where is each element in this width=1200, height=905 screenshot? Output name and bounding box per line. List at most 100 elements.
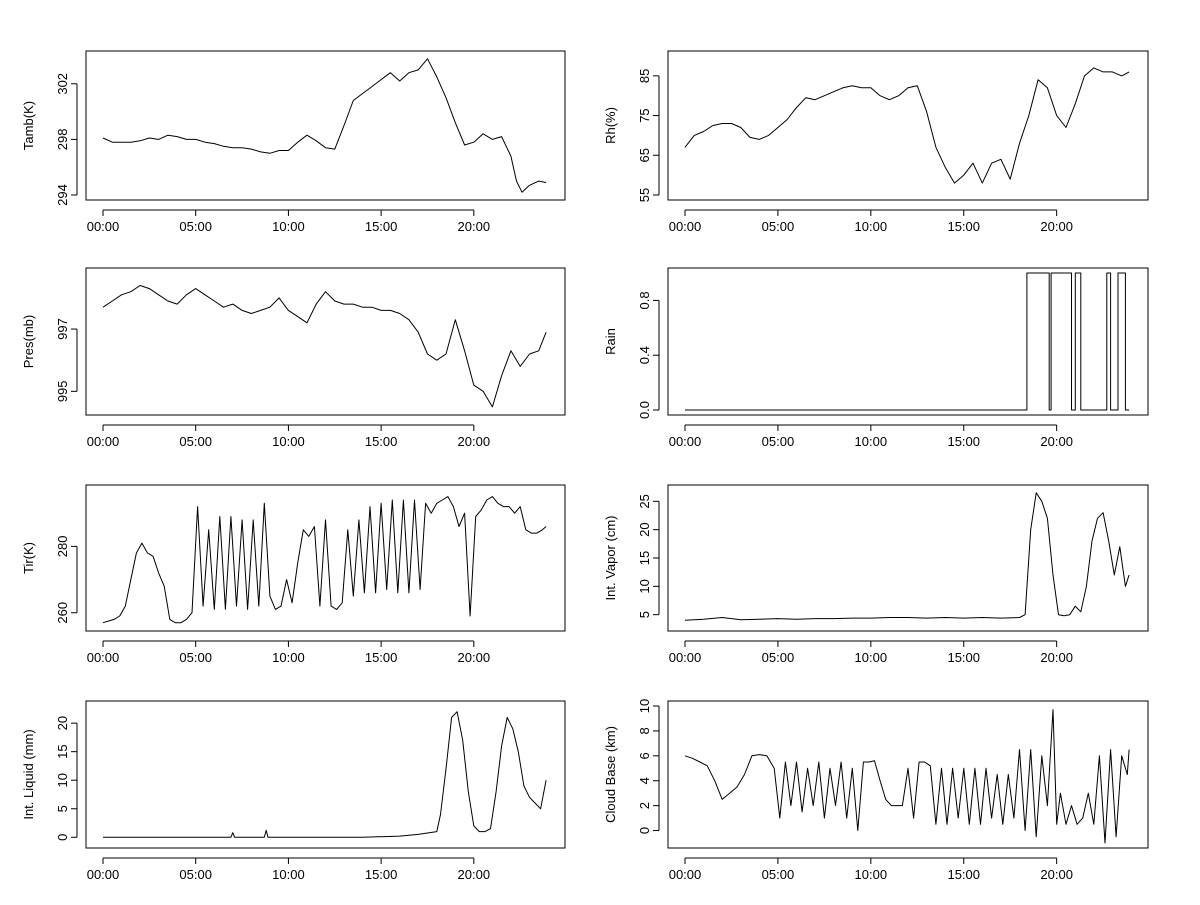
rh-x-tick-label: 10:00 [855,219,888,234]
int-liquid-mm-y-tick-label: 10 [55,773,70,787]
int-liquid-mm-y-tick-label: 5 [55,805,70,812]
pres-mb-frame [85,267,566,416]
cloud-base-km-y-label: Cloud Base (km) [603,726,618,823]
rh-series-line [684,67,1130,184]
int-vapor-cm-y-tick-label: 5 [637,611,652,618]
cloud-base-km-y-tick-label: 4 [637,777,652,784]
int-vapor-cm-series-line [684,492,1130,621]
rain-y-label: Rain [603,328,618,355]
cloud-base-km-series-line [684,709,1130,844]
rain-panel: 00:00 05:00 10:00 15:00 20:00 0.0 0.4 0.8 Rain [603,267,1149,449]
int-liquid-mm-y-label: Int. Liquid (mm) [21,729,36,819]
tamb-k-y-tick-label: 298 [55,129,70,151]
tamb-k-y-tick-label: 294 [55,184,70,206]
int-liquid-mm-x-tick-label: 00:00 [87,867,120,882]
tamb-k-panel: 00:00 05:00 10:00 15:00 20:00 294 298 302 Tamb(K… [21,50,566,234]
int-vapor-cm-y-tick-label: 10 [637,579,652,593]
rain-x-tick-label: 05:00 [762,434,795,449]
rain-x-tick-label: 20:00 [1040,434,1073,449]
cloud-base-km-y-tick-label: 0 [637,827,652,834]
int-liquid-mm-series-line [103,711,547,838]
rh-x-tick-label: 00:00 [669,219,702,234]
pres-mb-series-line [102,285,547,408]
pres-mb-x-tick-label: 15:00 [365,434,398,449]
int-vapor-cm-x-tick-label: 15:00 [947,650,980,665]
cloud-base-km-frame [667,700,1149,849]
pres-mb-y-tick-label: 997 [55,318,70,340]
rh-x-tick-label: 15:00 [947,219,980,234]
pres-mb-x-tick-label: 20:00 [458,434,491,449]
int-vapor-cm-y-tick-label: 15 [637,551,652,565]
cloud-base-km-y-tick-label: 6 [637,752,652,759]
rain-x-tick-label: 15:00 [947,434,980,449]
int-vapor-cm-y-tick-label: 25 [637,494,652,508]
tamb-k-y-label: Tamb(K) [21,101,36,150]
int-liquid-mm-x-tick-label: 05:00 [179,867,212,882]
tir-k-x-tick-label: 15:00 [365,650,398,665]
rh-x-tick-label: 20:00 [1040,219,1073,234]
rain-y-tick-label: 0.8 [637,291,652,309]
rain-x-tick-label: 10:00 [855,434,888,449]
tir-k-x-tick-label: 00:00 [87,650,120,665]
pres-mb-x-tick-label: 00:00 [87,434,120,449]
rh-y-tick-label: 55 [637,188,652,202]
int-vapor-cm-x-tick-label: 20:00 [1040,650,1073,665]
cloud-base-km-x-tick-label: 10:00 [855,867,888,882]
int-vapor-cm-y-label: Int. Vapor (cm) [603,515,618,600]
pres-mb-panel: 00:00 05:00 10:00 15:00 20:00 995 997 Pres(mb) [21,267,566,449]
rh-y-tick-label: 85 [637,69,652,83]
tir-k-y-tick-label: 280 [55,536,70,558]
rain-y-tick-label: 0.4 [637,346,652,364]
cloud-base-km-x-tick-label: 15:00 [947,867,980,882]
int-liquid-mm-panel: 00:00 05:00 10:00 15:00 20:00 0 5 10 15 20 Int. Li… [21,700,566,882]
int-liquid-mm-x-tick-label: 10:00 [272,867,305,882]
int-liquid-mm-y-tick-label: 0 [55,834,70,841]
rain-y-tick-label: 0.0 [637,401,652,419]
int-vapor-cm-x-tick-label: 00:00 [669,650,702,665]
tamb-k-frame [85,50,566,201]
cloud-base-km-y-tick-label: 8 [637,727,652,734]
tamb-k-x-tick-label: 15:00 [365,219,398,234]
int-vapor-cm-frame [667,484,1149,632]
tir-k-x-tick-label: 20:00 [458,650,491,665]
int-vapor-cm-y-tick-label: 20 [637,522,652,536]
rh-x-tick-label: 05:00 [762,219,795,234]
cloud-base-km-x-tick-label: 05:00 [762,867,795,882]
pres-mb-x-tick-label: 10:00 [272,434,305,449]
tamb-k-x-tick-label: 20:00 [458,219,491,234]
int-liquid-mm-x-tick-label: 15:00 [365,867,398,882]
pres-mb-y-tick-label: 995 [55,380,70,402]
rh-panel: 00:00 05:00 10:00 15:00 20:00 55 65 75 85 Rh(%) [603,50,1149,234]
tamb-k-x-tick-label: 10:00 [272,219,305,234]
int-liquid-mm-y-tick-label: 15 [55,744,70,758]
cloud-base-km-panel: 00:00 05:00 10:00 15:00 20:00 0 2 4 6 8 10 Cloud Ba… [603,699,1149,882]
pres-mb-y-label: Pres(mb) [21,315,36,368]
tir-k-frame [85,484,566,632]
tamb-k-x-tick-label: 05:00 [179,219,212,234]
int-liquid-mm-y-tick-label: 20 [55,716,70,730]
cloud-base-km-y-tick-label: 10 [637,699,652,713]
rh-frame [667,50,1149,201]
rain-x-tick-label: 00:00 [669,434,702,449]
tir-k-x-tick-label: 10:00 [272,650,305,665]
int-vapor-cm-x-tick-label: 10:00 [855,650,888,665]
rh-y-label: Rh(%) [603,107,618,144]
tir-k-y-tick-label: 260 [55,602,70,624]
pres-mb-x-tick-label: 05:00 [179,434,212,449]
cloud-base-km-y-tick-label: 2 [637,802,652,809]
tamb-k-y-tick-label: 302 [55,73,70,95]
tamb-k-x-tick-label: 00:00 [87,219,120,234]
rain-series-line [685,272,1130,411]
rh-y-tick-label: 65 [637,148,652,162]
int-liquid-mm-x-tick-label: 20:00 [458,867,491,882]
cloud-base-km-x-tick-label: 20:00 [1040,867,1073,882]
tir-k-x-tick-label: 05:00 [179,650,212,665]
int-vapor-cm-panel: 00:00 05:00 10:00 15:00 20:00 5 10 15 20 25 Int. V… [603,484,1149,665]
tir-k-y-label: Tir(K) [21,542,36,574]
tir-k-series-line [102,496,547,624]
rh-y-tick-label: 75 [637,108,652,122]
rain-frame [667,267,1149,416]
tamb-k-series-line [102,58,547,193]
